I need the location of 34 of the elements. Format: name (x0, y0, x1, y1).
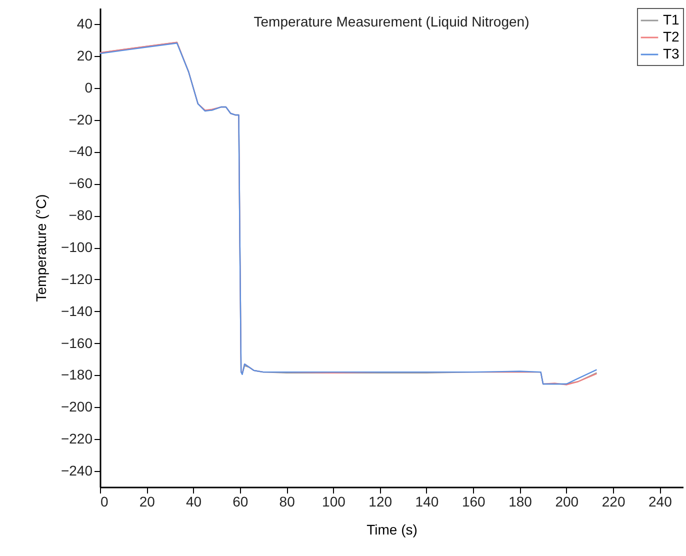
y-tick-label: −20 (68, 111, 93, 128)
y-tick-label: −60 (68, 175, 93, 192)
x-tick-label: 120 (368, 494, 392, 510)
legend-label: T2 (663, 28, 680, 44)
x-tick-label: 60 (232, 494, 248, 510)
x-tick-label: 240 (648, 494, 672, 510)
x-tick-label: 200 (555, 494, 579, 510)
chart-title: Temperature Measurement (Liquid Nitrogen) (254, 14, 530, 30)
y-axis-title: Temperature (°C) (32, 194, 49, 302)
legend-label: T1 (663, 12, 680, 28)
y-tick-label: −240 (60, 462, 93, 479)
y-tick-label: −160 (60, 334, 93, 351)
x-tick-label: 140 (415, 494, 439, 510)
y-tick-label: 20 (76, 47, 93, 64)
y-tick-label: −100 (60, 239, 93, 255)
y-tick-label: −140 (60, 302, 93, 319)
legend-label: T3 (663, 46, 680, 62)
y-tick-label: 40 (76, 15, 93, 32)
y-tick-label: −220 (60, 430, 93, 447)
x-tick-label: 0 (100, 494, 108, 510)
x-tick-label: 220 (602, 494, 626, 510)
x-axis-title: Time (s) (366, 522, 418, 538)
y-tick-label: −40 (68, 143, 93, 160)
x-tick-label: 80 (279, 494, 296, 510)
x-tick-label: 20 (139, 494, 156, 510)
x-tick-label: 100 (322, 494, 346, 510)
y-tick-label: 0 (84, 79, 93, 96)
x-tick-label: 180 (508, 494, 532, 510)
y-tick-label: −180 (60, 366, 93, 383)
y-tick-label: −80 (68, 207, 93, 224)
y-tick-label: −120 (60, 270, 93, 287)
x-tick-label: 40 (186, 494, 202, 510)
x-tick-label: 160 (462, 494, 486, 510)
y-tick-label: −200 (60, 398, 93, 415)
